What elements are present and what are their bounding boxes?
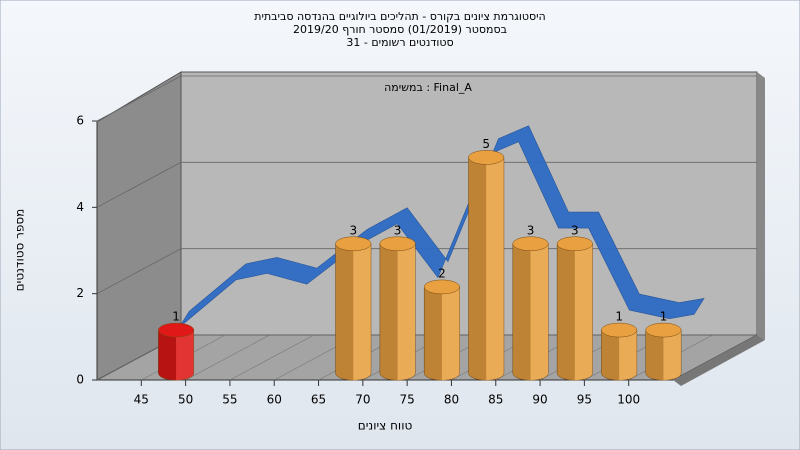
bar-shine [176,330,194,381]
x-tick-label: 65 [311,393,326,407]
bar-top [379,236,416,251]
y-axis-title: מספר סטודנטים [13,209,27,292]
bar-body [335,243,372,381]
bar-body [379,243,416,381]
value-label: 2 [438,266,446,280]
bar [158,322,195,381]
y-tick-label: 6 [76,114,84,128]
value-label: 1 [172,310,180,324]
bar-top [601,322,638,338]
x-tick-label: 90 [532,393,547,407]
bar-shade [379,243,398,381]
bar-shine [530,243,549,381]
chart-subtitle: סטודנטים רשומים - 31 [346,36,453,49]
value-label: 3 [571,223,579,237]
bar-shine [397,243,416,381]
grid-line [96,75,757,122]
bar-shade [512,243,531,381]
bar-body [468,157,505,381]
value-label: 3 [527,223,535,237]
bar-top [556,236,593,251]
bar-shine [441,286,460,381]
floor-edge [673,335,765,386]
bar-shade [601,330,620,381]
bar-shade [645,330,664,381]
bar [601,322,638,381]
x-tick-label: 100 [617,393,640,407]
value-label: 1 [660,310,668,324]
bar [468,150,505,381]
bar-body [158,329,195,381]
chart-title: היסטוגרמת ציונים בקורס - תהליכים ביולוגי… [254,10,546,23]
value-label: 1 [615,310,623,324]
bar-body [423,286,460,381]
bar-body [601,329,638,381]
x-tick-label: 60 [267,393,282,407]
bar-top [158,322,195,338]
bar [556,236,593,381]
grid-line [96,161,757,208]
floor-line [229,334,315,381]
x-tick-label: 50 [178,393,193,407]
value-label: 3 [394,223,402,237]
bar-shade [335,243,354,381]
x-tick-label: 85 [488,393,503,407]
bar-shine [574,243,593,381]
bar-shade [557,243,575,381]
bar-body [645,329,682,381]
x-tick-label: 75 [400,393,415,407]
y-tick-label: 0 [76,373,84,387]
x-tick-label: 95 [577,393,592,407]
value-label: 3 [349,223,357,237]
bar-top [512,236,549,251]
x-tick-label: 55 [222,393,237,407]
x-tick-label: 45 [134,393,149,407]
bar-shine [353,243,372,381]
bar-body [512,243,549,381]
y-tick-label: 4 [76,200,84,214]
floor-line [185,334,270,381]
x-axis-title: טווח ציונים [358,419,413,433]
bar-top [468,150,505,165]
bar-body [556,243,593,381]
bar [379,236,416,381]
bar-top [423,279,460,295]
bar-top [335,236,372,251]
chart-subtitle: בסמסטר (01/2019) סמסטר חורף 2019/20 [293,23,507,36]
bar-shine [663,330,682,381]
bar-shine [486,157,504,381]
wall-edge [757,72,765,340]
bar-shade [424,286,442,381]
bar [335,236,372,381]
annotation: במשימה : Final_A [384,81,472,94]
bar-shade [158,330,177,381]
bar-top [645,322,682,338]
x-tick-label: 80 [444,393,459,407]
bar [512,236,549,381]
bar [423,279,460,381]
bar-shade [468,157,487,381]
y-tick-label: 2 [76,286,84,300]
x-tick-label: 70 [355,393,370,407]
value-label: 5 [482,137,490,151]
bar [645,322,682,381]
bar-shine [619,330,637,381]
